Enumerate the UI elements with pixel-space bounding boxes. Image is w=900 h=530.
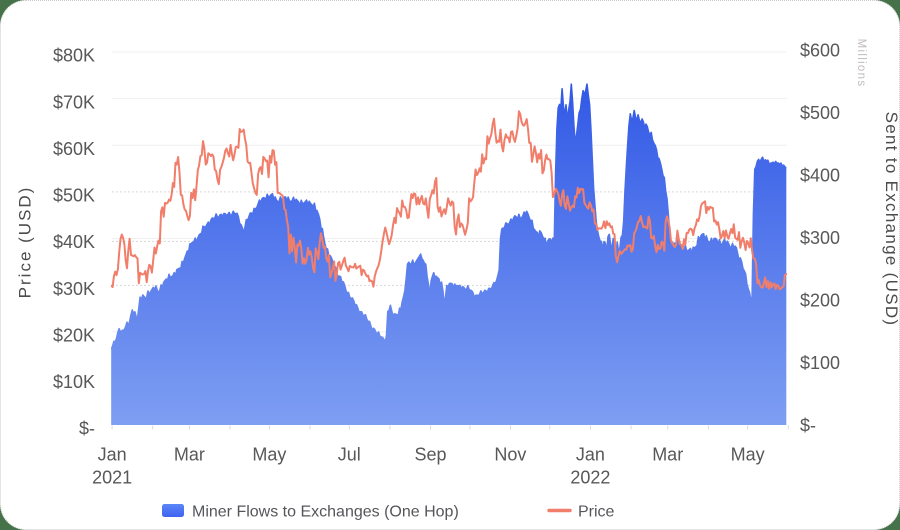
svg-text:$10K: $10K — [53, 372, 95, 392]
svg-text:2022: 2022 — [570, 468, 610, 488]
svg-text:May: May — [252, 445, 286, 465]
svg-text:$40K: $40K — [53, 232, 95, 252]
svg-text:Mar: Mar — [652, 445, 683, 465]
svg-text:Price (USD): Price (USD) — [16, 186, 35, 299]
svg-text:Price: Price — [578, 503, 615, 520]
svg-text:$70K: $70K — [53, 92, 95, 112]
svg-text:$-: $- — [79, 419, 95, 439]
svg-text:Nov: Nov — [494, 445, 526, 465]
svg-text:Sep: Sep — [414, 445, 446, 465]
svg-text:Mar: Mar — [174, 445, 205, 465]
svg-text:May: May — [731, 445, 765, 465]
svg-text:$80K: $80K — [53, 46, 95, 66]
svg-text:$30K: $30K — [53, 279, 95, 299]
svg-text:Miner Flows to Exchanges (One: Miner Flows to Exchanges (One Hop) — [192, 503, 459, 520]
svg-text:$100: $100 — [800, 353, 840, 373]
svg-text:$400: $400 — [800, 166, 840, 186]
svg-text:Millions: Millions — [855, 39, 867, 88]
svg-text:Jan: Jan — [98, 445, 127, 465]
svg-text:$50K: $50K — [53, 186, 95, 206]
svg-text:$600: $600 — [800, 41, 840, 61]
svg-text:Jul: Jul — [338, 445, 361, 465]
svg-text:$20K: $20K — [53, 326, 95, 346]
svg-text:$300: $300 — [800, 228, 840, 248]
svg-text:$200: $200 — [800, 291, 840, 311]
svg-text:$500: $500 — [800, 103, 840, 123]
svg-text:$60K: $60K — [53, 139, 95, 159]
svg-text:Sent to Exchange (USD): Sent to Exchange (USD) — [882, 112, 900, 327]
svg-text:Jan: Jan — [576, 445, 605, 465]
svg-text:$-: $- — [800, 416, 816, 436]
svg-text:2021: 2021 — [92, 468, 132, 488]
